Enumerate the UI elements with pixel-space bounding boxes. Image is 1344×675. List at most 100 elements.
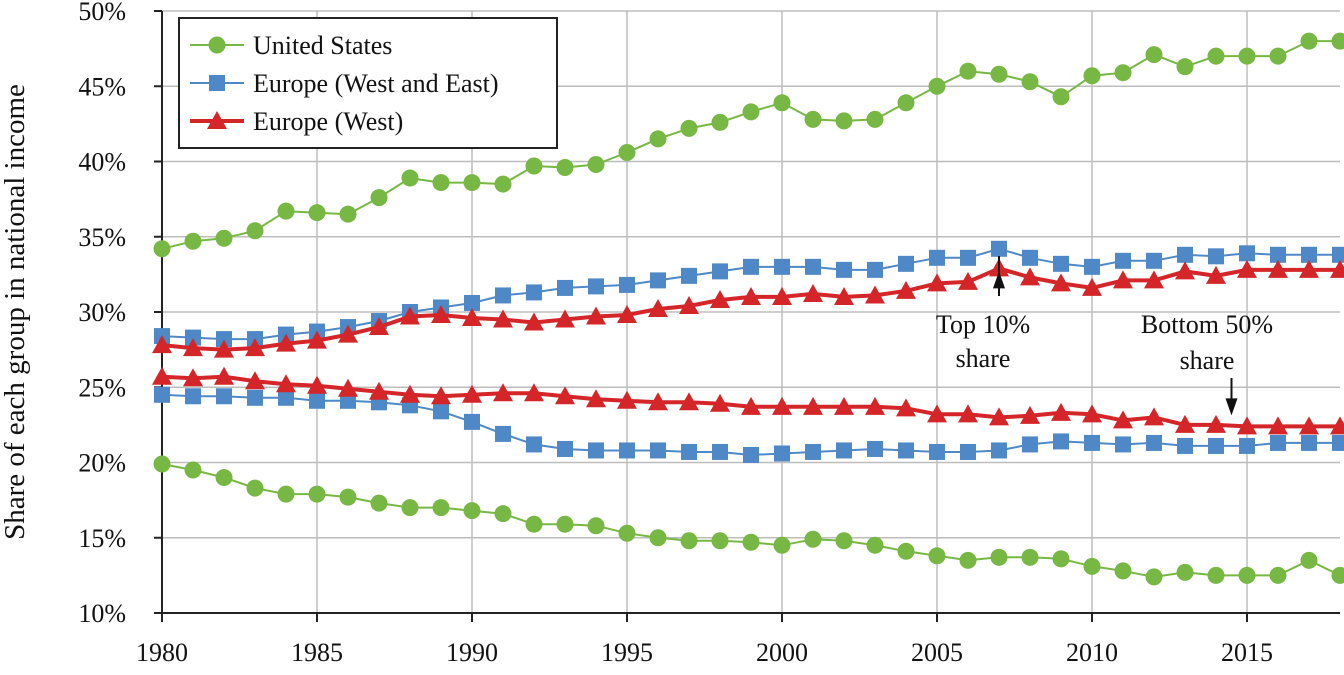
legend-item: United States xyxy=(190,31,392,60)
data-point xyxy=(648,392,668,411)
y-tick-label: 25% xyxy=(78,373,126,402)
data-point xyxy=(556,159,574,177)
data-point xyxy=(369,317,389,336)
data-point xyxy=(276,333,296,352)
plot-area xyxy=(152,32,1344,586)
x-tick-label: 2000 xyxy=(756,638,808,667)
data-point xyxy=(464,413,480,430)
data-point xyxy=(493,383,513,402)
data-point xyxy=(774,258,790,275)
data-point xyxy=(524,383,544,402)
axes: 10% 15% 20% 25% 30% 35% 40% 45% 50% 1980 1985 1990 1… xyxy=(78,0,1340,667)
data-point xyxy=(710,289,730,308)
data-point xyxy=(557,279,573,296)
data-point xyxy=(1083,557,1101,575)
data-point xyxy=(1301,434,1317,451)
data-point xyxy=(1053,255,1069,272)
data-point xyxy=(277,202,295,220)
data-point xyxy=(369,381,389,400)
legend-item: Europe (West and East) xyxy=(190,69,499,98)
data-point xyxy=(1053,433,1069,450)
data-point xyxy=(1084,434,1100,451)
data-point xyxy=(1300,32,1318,50)
data-point xyxy=(741,396,761,415)
legend: United States Europe (West and East) Europ… xyxy=(178,17,558,149)
data-point xyxy=(772,286,792,305)
legend-marker xyxy=(208,36,226,54)
data-point xyxy=(1206,414,1226,433)
data-point xyxy=(1332,246,1344,263)
data-point xyxy=(958,404,978,423)
x-tick-label: 1980 xyxy=(136,638,188,667)
data-point xyxy=(214,339,234,358)
data-point xyxy=(1146,252,1162,269)
data-point xyxy=(216,331,232,348)
data-point xyxy=(617,305,637,324)
data-point xyxy=(1268,259,1288,278)
data-point xyxy=(245,338,265,357)
data-point xyxy=(712,443,728,460)
x-tick-label: 2005 xyxy=(911,638,963,667)
legend-label: Europe (West) xyxy=(253,107,403,136)
y-tick-label: 50% xyxy=(78,0,126,26)
data-point xyxy=(804,530,822,548)
data-point xyxy=(617,390,637,409)
data-point xyxy=(1177,437,1193,454)
data-point xyxy=(370,189,388,207)
data-point xyxy=(804,110,822,128)
data-point xyxy=(278,389,294,406)
data-point xyxy=(896,280,916,299)
data-point xyxy=(1207,566,1225,584)
data-point xyxy=(1020,267,1040,286)
data-point xyxy=(154,386,170,403)
data-point xyxy=(774,445,790,462)
data-point xyxy=(183,368,203,387)
y-axis-title: Share of each group in national income xyxy=(0,84,31,540)
data-point xyxy=(493,309,513,328)
legend-label: Europe (West and East) xyxy=(253,69,499,98)
data-point xyxy=(185,388,201,405)
x-tick-label: 1985 xyxy=(291,638,343,667)
y-tick-label: 35% xyxy=(78,223,126,252)
data-point xyxy=(803,396,823,415)
data-point xyxy=(588,442,604,459)
data-point xyxy=(370,494,388,512)
data-point xyxy=(1208,248,1224,265)
data-point xyxy=(928,547,946,565)
data-point xyxy=(989,407,1009,426)
data-point xyxy=(338,378,358,397)
data-point xyxy=(526,436,542,453)
data-point xyxy=(1270,246,1286,263)
data-point xyxy=(339,488,357,506)
data-point xyxy=(680,119,698,137)
data-point xyxy=(309,392,325,409)
series-line xyxy=(161,463,1341,578)
data-point xyxy=(215,469,233,487)
y-tick-label: 20% xyxy=(78,449,126,478)
series-europe-west-and-east-bottom-50 xyxy=(154,386,1344,463)
data-point xyxy=(1145,568,1163,586)
data-point xyxy=(1115,252,1131,269)
data-point xyxy=(400,384,420,403)
data-point xyxy=(803,283,823,302)
data-point xyxy=(338,324,358,343)
data-point xyxy=(1114,64,1132,82)
data-point xyxy=(153,240,171,258)
data-point xyxy=(495,287,511,304)
data-point xyxy=(928,77,946,95)
data-point xyxy=(526,284,542,301)
data-point xyxy=(897,94,915,112)
data-point xyxy=(772,396,792,415)
data-point xyxy=(246,222,264,240)
data-point xyxy=(679,392,699,411)
data-point xyxy=(711,532,729,550)
data-point xyxy=(1176,58,1194,76)
data-point xyxy=(991,442,1007,459)
data-point xyxy=(835,532,853,550)
data-point xyxy=(680,532,698,550)
data-point xyxy=(276,374,296,393)
data-point xyxy=(1237,259,1257,278)
data-point xyxy=(1299,259,1319,278)
data-point xyxy=(867,440,883,457)
x-tick-label: 1990 xyxy=(446,638,498,667)
